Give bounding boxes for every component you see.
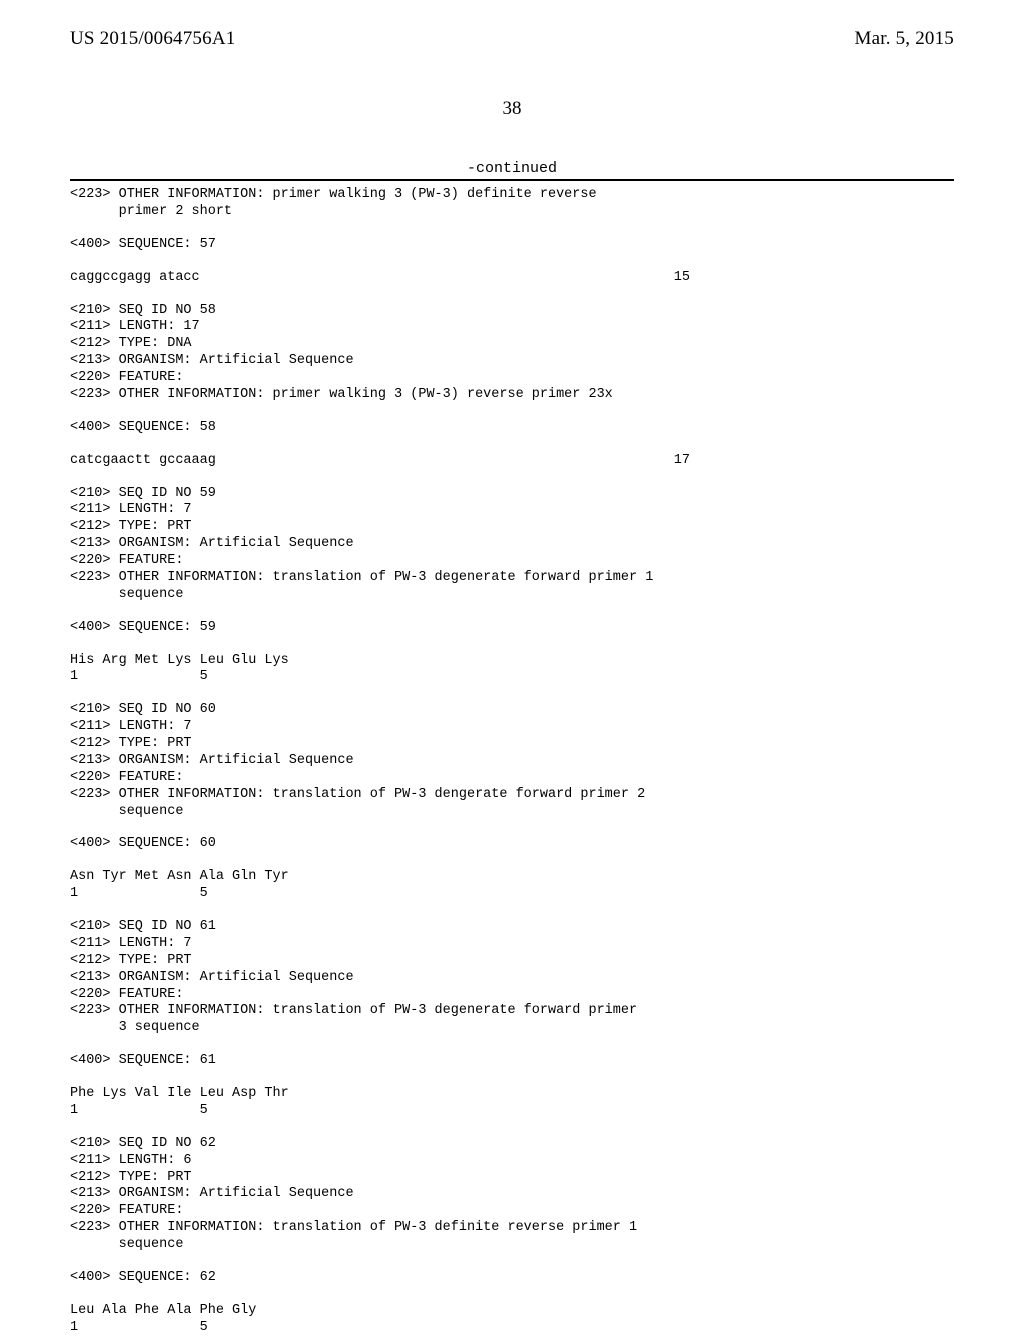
sequence-text: catcgaactt gccaaag [70,453,216,470]
listing-text: <223> OTHER INFORMATION: primer walking … [70,187,954,221]
sequence-length: 17 [674,453,690,470]
listing-text: <400> SEQUENCE: 60 [70,836,954,853]
listing-block: <210> SEQ ID NO 60 <211> LENGTH: 7 <212>… [70,702,954,820]
sequence-text: caggccgagg atacc [70,270,200,287]
sequence-listing: <223> OTHER INFORMATION: primer walking … [70,187,954,1337]
listing-text: <400> SEQUENCE: 61 [70,1053,954,1070]
listing-text: <210> SEQ ID NO 61 <211> LENGTH: 7 <212>… [70,919,954,1037]
listing-text: <210> SEQ ID NO 60 <211> LENGTH: 7 <212>… [70,702,954,820]
listing-block: <400> SEQUENCE: 60 [70,836,954,853]
listing-block: <400> SEQUENCE: 61 [70,1053,954,1070]
listing-block: <210> SEQ ID NO 62 <211> LENGTH: 6 <212>… [70,1136,954,1254]
listing-block: <210> SEQ ID NO 59 <211> LENGTH: 7 <212>… [70,486,954,604]
listing-block: caggccgagg atacc 15 [70,270,954,287]
listing-text: Asn Tyr Met Asn Ala Gln Tyr 1 5 [70,869,954,903]
listing-block: <400> SEQUENCE: 58 [70,420,954,437]
listing-text: <400> SEQUENCE: 58 [70,420,954,437]
listing-text: <210> SEQ ID NO 58 <211> LENGTH: 17 <212… [70,303,954,404]
listing-block: <210> SEQ ID NO 61 <211> LENGTH: 7 <212>… [70,919,954,1037]
listing-block: Phe Lys Val Ile Leu Asp Thr 1 5 [70,1086,954,1120]
page: US 2015/0064756A1 Mar. 5, 2015 38 -conti… [0,0,1024,1320]
sequence-line: catcgaactt gccaaag 17 [70,453,690,470]
listing-block: catcgaactt gccaaag 17 [70,453,954,470]
sequence-length: 15 [674,270,690,287]
page-number: 38 [70,98,954,120]
publication-date: Mar. 5, 2015 [854,28,954,50]
listing-text: <400> SEQUENCE: 57 [70,237,954,254]
listing-block: <400> SEQUENCE: 62 [70,1270,954,1287]
listing-block: <210> SEQ ID NO 58 <211> LENGTH: 17 <212… [70,303,954,404]
top-rule [70,179,954,181]
listing-text: <210> SEQ ID NO 62 <211> LENGTH: 6 <212>… [70,1136,954,1254]
sequence-line: caggccgagg atacc 15 [70,270,690,287]
listing-block: His Arg Met Lys Leu Glu Lys 1 5 [70,653,954,687]
listing-text: <210> SEQ ID NO 59 <211> LENGTH: 7 <212>… [70,486,954,604]
listing-block: <223> OTHER INFORMATION: primer walking … [70,187,954,221]
page-header: US 2015/0064756A1 Mar. 5, 2015 [70,28,954,50]
listing-block: <400> SEQUENCE: 57 [70,237,954,254]
listing-block: <400> SEQUENCE: 59 [70,620,954,637]
listing-block: Asn Tyr Met Asn Ala Gln Tyr 1 5 [70,869,954,903]
listing-text: Phe Lys Val Ile Leu Asp Thr 1 5 [70,1086,954,1120]
listing-text: His Arg Met Lys Leu Glu Lys 1 5 [70,653,954,687]
listing-text: <400> SEQUENCE: 59 [70,620,954,637]
continued-label: -continued [70,160,954,177]
listing-text: <400> SEQUENCE: 62 [70,1270,954,1287]
publication-number: US 2015/0064756A1 [70,28,235,50]
